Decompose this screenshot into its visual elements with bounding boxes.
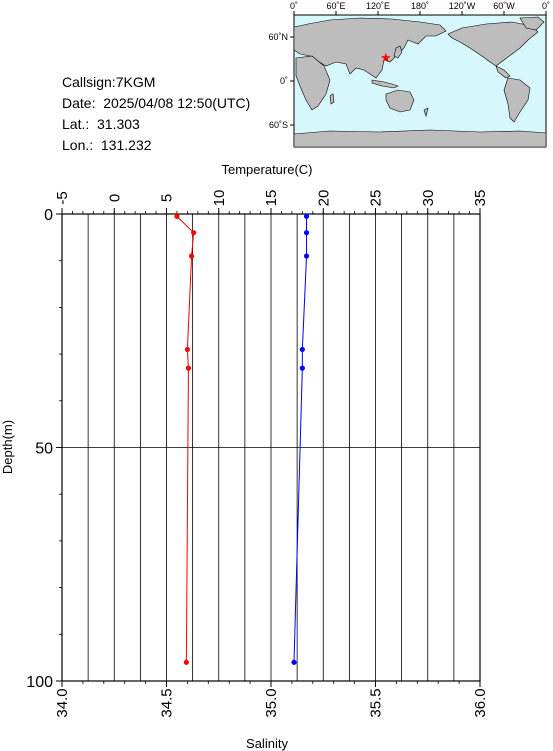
map-lon-tick-label: 120˚W — [449, 1, 476, 11]
temperature-tick-label: 15 — [263, 190, 280, 207]
salinity-point — [303, 213, 310, 219]
temperature-tick-label: 35 — [472, 190, 489, 207]
station-info: Callsign:7KGM Date: 2025/04/08 12:50(UTC… — [62, 72, 250, 156]
temperature-profile-line — [176, 215, 195, 663]
salinity-tick-label: 36.0 — [472, 688, 489, 717]
map-lat-tick-label: 0˚ — [280, 76, 288, 86]
temperature-tick-label: 10 — [211, 190, 228, 207]
callsign-text: Callsign:7KGM — [62, 74, 156, 90]
profile-series — [174, 213, 310, 665]
temperature-axis: -5 0 5 10 15 20 25 30 35 — [54, 190, 489, 214]
salinity-point — [291, 659, 297, 665]
temperature-tick-label: -5 — [54, 191, 71, 204]
date-text: Date: 2025/04/08 12:50(UTC) — [62, 95, 251, 111]
salinity-point — [303, 230, 310, 236]
depth-tick-label: 100 — [26, 674, 53, 691]
salinity-tick-label: 34.0 — [54, 688, 71, 717]
latitude-text: Lat.: 31.303 — [62, 116, 140, 132]
depth-tick-label: 50 — [35, 441, 53, 458]
map-lon-ticks: 0˚ 60˚E 120˚E 180˚ 120˚W 60˚W 0˚ — [290, 1, 550, 15]
salinity-tick-label: 35.5 — [368, 688, 385, 717]
temperature-point — [174, 213, 180, 219]
depth-tick-label: 0 — [44, 207, 53, 224]
depth-axis: 0 50 100 — [26, 207, 62, 691]
temperature-point — [191, 230, 197, 236]
temperature-point — [185, 365, 192, 371]
map-lon-tick-label: 60˚W — [493, 1, 515, 11]
temperature-axis-label: Temperature(C) — [221, 162, 312, 177]
chart-grid — [62, 214, 480, 681]
temperature-tick-label: 25 — [368, 190, 385, 207]
map-lon-tick-label: 0˚ — [290, 1, 298, 11]
temperature-point — [183, 659, 189, 665]
map-lon-tick-label: 60˚E — [326, 1, 345, 11]
depth-axis-label: Depth(m) — [0, 420, 15, 474]
map-lat-tick-label: 60˚S — [269, 120, 288, 130]
salinity-point — [299, 365, 305, 371]
temperature-tick-label: 30 — [420, 190, 437, 207]
map-land — [293, 16, 547, 148]
station-marker-icon: ★ — [380, 50, 392, 65]
map-lon-tick-label: 0˚ — [542, 1, 550, 11]
map-lon-tick-label: 120˚E — [366, 1, 390, 11]
salinity-point — [303, 253, 310, 259]
map-lat-tick-label: 60˚N — [268, 32, 288, 42]
temperature-tick-label: 5 — [159, 194, 176, 202]
salinity-tick-label: 34.5 — [159, 688, 176, 717]
map-marker-layer: ★ — [380, 50, 392, 65]
salinity-point — [299, 346, 305, 353]
salinity-tick-label: 35.0 — [263, 688, 280, 717]
temperature-tick-label: 20 — [315, 190, 332, 207]
map-lon-tick-label: 180˚ — [411, 1, 429, 11]
temperature-point — [188, 253, 195, 259]
longitude-text: Lon.: 131.232 — [62, 137, 152, 153]
map-lat-ticks: 60˚N 0˚ 60˚S — [268, 32, 294, 130]
salinity-axis-label: Salinity — [246, 736, 288, 751]
temperature-point — [184, 346, 190, 353]
salinity-axis: 34.0 34.5 35.0 35.5 36.0 — [54, 681, 489, 718]
salinity-profile-line — [293, 216, 308, 663]
temperature-tick-label: 0 — [106, 194, 123, 202]
